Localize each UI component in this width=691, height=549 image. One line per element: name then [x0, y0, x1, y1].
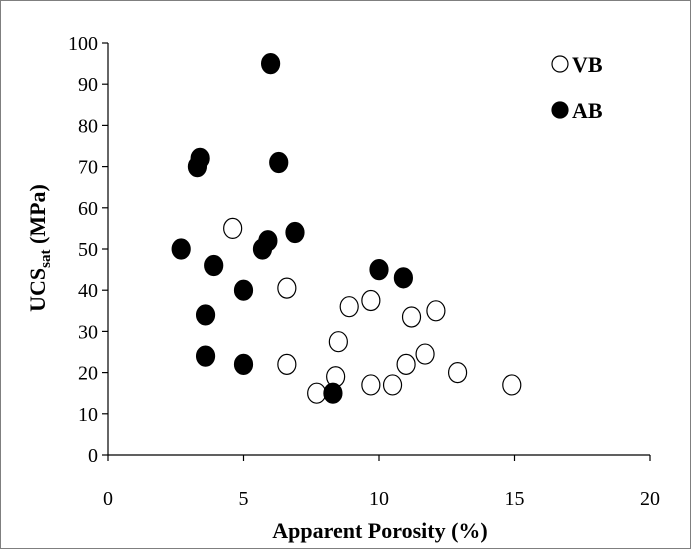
- y-tick-label: 50: [78, 239, 98, 261]
- legend-label-vb: VB: [572, 52, 603, 77]
- data-point-vb: [361, 289, 381, 312]
- y-axis-title-sub: sat: [38, 250, 54, 268]
- data-point-ab: [195, 345, 216, 367]
- data-point-ab: [233, 353, 254, 375]
- data-point-ab: [369, 259, 389, 281]
- x-axis-ticks: 0 5 10 15 20: [103, 455, 660, 510]
- y-axis-title-suffix: (MPa): [25, 184, 50, 249]
- data-point-ab: [285, 221, 305, 244]
- data-point-vb: [223, 217, 243, 239]
- legend-label-ab: AB: [572, 98, 603, 123]
- data-point-ab: [269, 151, 289, 174]
- y-tick-label: 30: [78, 321, 98, 343]
- data-point-vb: [361, 374, 381, 396]
- data-point-ab: [233, 279, 254, 301]
- data-point-ab: [261, 52, 281, 75]
- data-point-vb: [277, 353, 297, 375]
- data-point-ab: [393, 267, 413, 289]
- x-tick-label: 5: [239, 488, 249, 510]
- y-tick-label: 100: [68, 33, 98, 55]
- data-point-vb: [401, 306, 422, 328]
- data-point-ab: [204, 254, 224, 277]
- x-axis-title: Apparent Porosity (%): [272, 518, 488, 543]
- y-tick-label: 0: [88, 445, 98, 467]
- data-point-ab: [252, 238, 273, 260]
- data-point-vb: [307, 382, 327, 404]
- y-tick-label: 20: [78, 363, 98, 385]
- legend-marker-vb: [551, 55, 569, 73]
- x-tick-label: 15: [505, 488, 525, 510]
- data-point-vb: [415, 343, 435, 365]
- data-point-vb: [339, 296, 359, 318]
- data-point-ab: [195, 304, 216, 326]
- legend: VB AB: [551, 52, 603, 123]
- x-tick-label: 0: [103, 488, 113, 510]
- y-axis-title: UCSsat (MPa): [25, 184, 54, 312]
- y-tick-label: 60: [78, 198, 98, 220]
- x-tick-label: 10: [369, 488, 389, 510]
- data-points: [171, 52, 522, 404]
- data-point-vb: [426, 300, 446, 322]
- data-point-vb: [277, 277, 297, 299]
- data-point-vb: [502, 374, 522, 396]
- data-point-vb: [328, 331, 348, 353]
- data-point-ab: [187, 156, 208, 178]
- data-point-vb: [396, 353, 416, 375]
- y-tick-label: 70: [78, 157, 98, 179]
- x-tick-label: 20: [640, 488, 660, 510]
- y-tick-label: 90: [78, 74, 98, 96]
- y-axis-ticks: 0 10 20 30 40 50 60 70 80 90 100: [68, 33, 108, 467]
- data-point-vb: [447, 362, 468, 384]
- y-tick-label: 10: [78, 404, 98, 426]
- data-point-ab: [323, 382, 343, 404]
- y-tick-label: 80: [78, 115, 98, 137]
- y-tick-label: 40: [78, 280, 98, 302]
- data-point-ab: [171, 238, 191, 260]
- legend-marker-ab: [551, 101, 569, 119]
- y-axis-title-main: UCS: [25, 268, 50, 312]
- data-point-vb: [382, 374, 403, 396]
